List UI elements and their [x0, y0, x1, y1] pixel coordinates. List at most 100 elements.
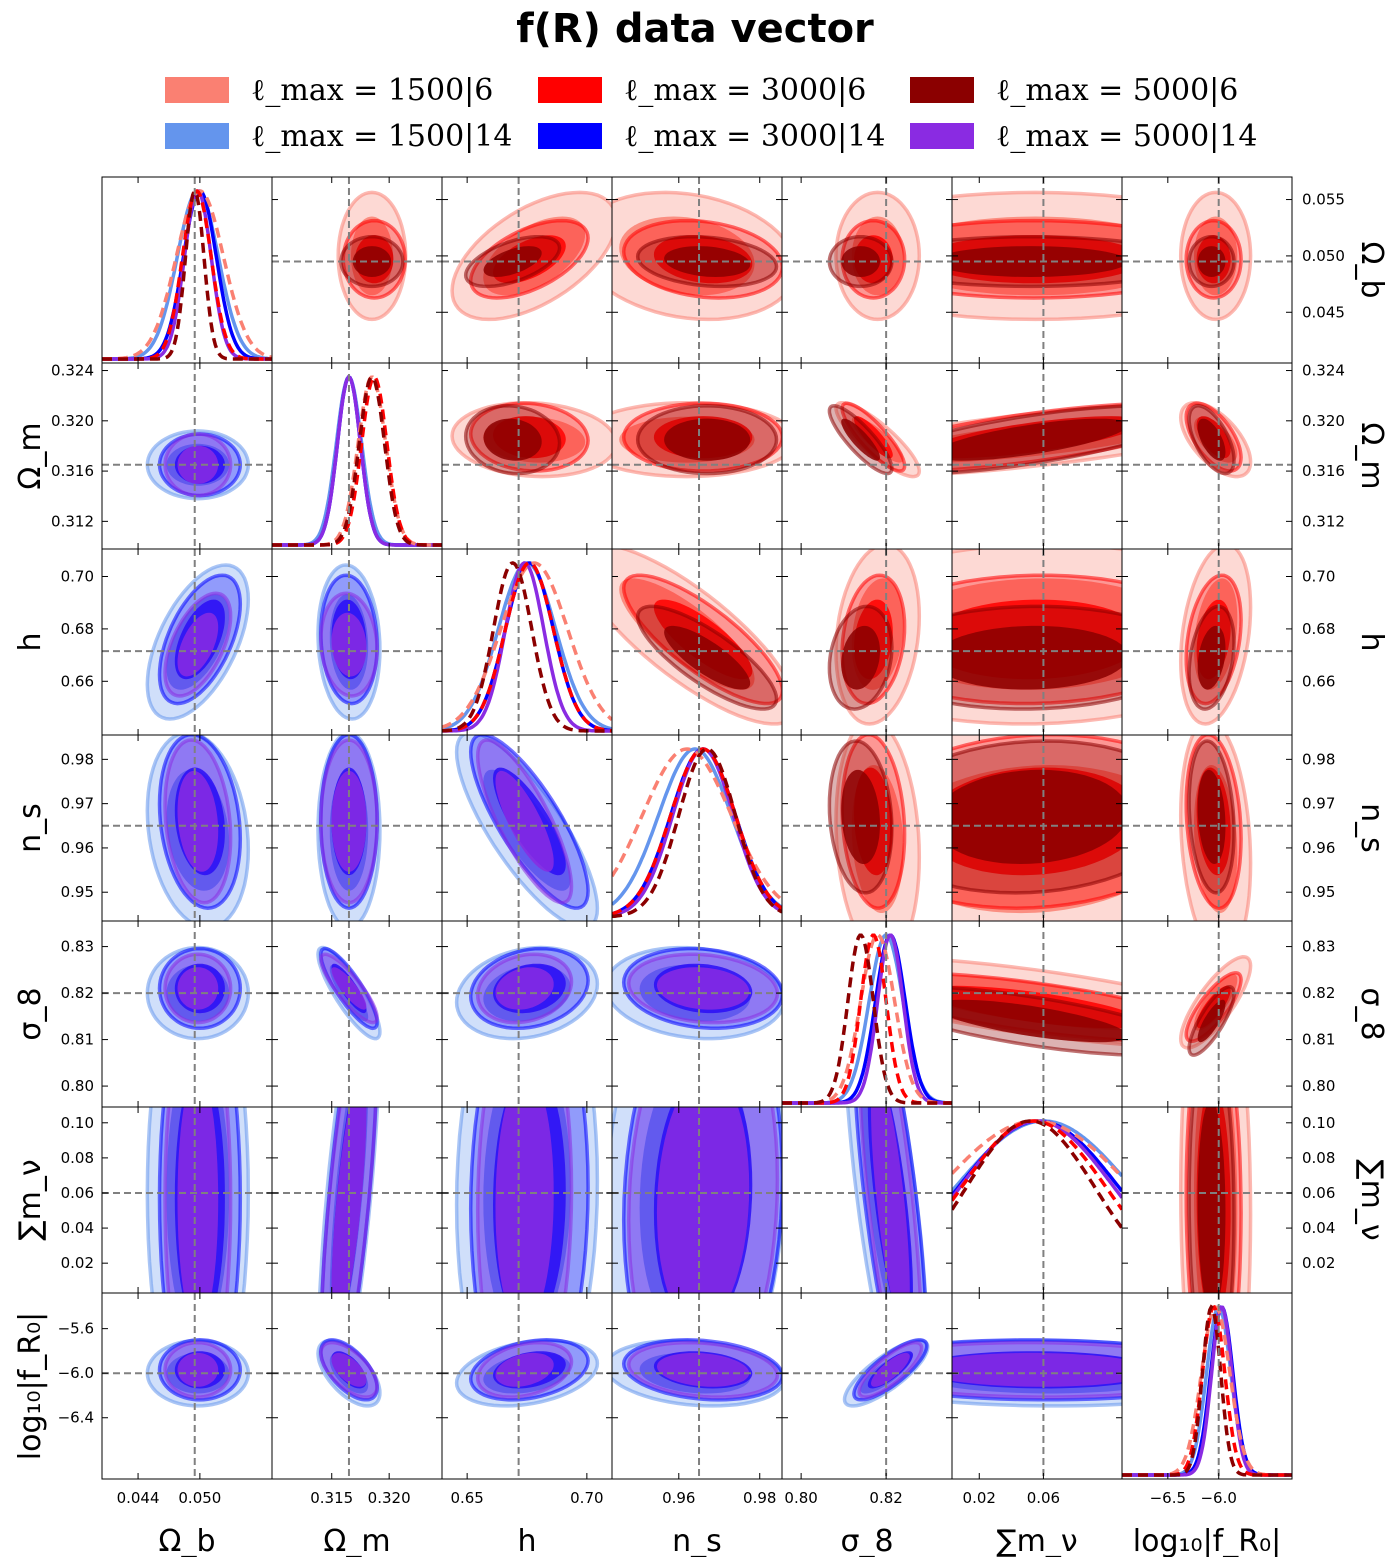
y-tick-label-right: 0.96: [1302, 839, 1335, 857]
contour-68-5000|14: [495, 770, 554, 872]
y-tick-label-right: 0.045: [1302, 303, 1345, 321]
y-tick-label-right: 0.70: [1302, 568, 1335, 586]
contour-68-5000|6: [664, 625, 751, 690]
contour-68-5000|6: [841, 418, 880, 461]
contour-68-5000|14: [495, 1352, 554, 1387]
y-tick-label: 0.83: [61, 938, 94, 956]
y-axis-label-log10_fR0: log₁₀|f_R₀|: [13, 1312, 48, 1460]
panel-h-vs-sum_m_nu: [442, 1107, 612, 1293]
marginal-h: [442, 549, 612, 735]
legend-label: ℓ_max = 1500|14: [251, 118, 513, 154]
contour-68-5000|14: [952, 1352, 1122, 1387]
y-axis-label-right-sum_m_nu: ∑m_ν: [1354, 1159, 1389, 1240]
panel-Omega_b-vs-h: [102, 549, 272, 735]
y-tick-label: 0.316: [51, 462, 94, 480]
contour-68-5000|14: [871, 1352, 910, 1387]
legend-label: ℓ_max = 1500|6: [251, 72, 494, 108]
contour-68-5000|14: [331, 770, 367, 872]
y-tick-label-right: 0.68: [1302, 620, 1335, 638]
contour-68-5000|14: [177, 612, 219, 677]
marginal-curve-3000|6: [272, 374, 442, 547]
y-tick-label: 0.68: [61, 620, 94, 638]
x-axis-label-Omega_m: Ω_m: [323, 1524, 390, 1557]
panel-frame: [1121, 1292, 1293, 1480]
marginal-curve-5000|6: [612, 747, 782, 919]
panel-Omega_m-vs-Omega_b: [272, 177, 442, 363]
legend-label: ℓ_max = 5000|6: [996, 72, 1239, 108]
panel-Omega_b-vs-log10_fR0: [102, 1293, 272, 1479]
marginal-n_s: [612, 735, 782, 921]
contour-68-5000|6: [952, 625, 1122, 690]
legend-label: ℓ_max = 5000|14: [996, 118, 1258, 154]
y-tick-label: 0.312: [51, 512, 94, 530]
contour-68-5000|6: [952, 246, 1122, 277]
y-tick-label: 0.82: [61, 984, 94, 1002]
x-tick-label: 0.65: [450, 1489, 483, 1507]
panel-log10_fR0-vs-Omega_m: [1122, 363, 1292, 549]
marginal-curve-5000|14: [612, 747, 782, 917]
y-tick-label: 0.02: [61, 1254, 94, 1272]
y-tick-label-right: 0.10: [1302, 1114, 1335, 1132]
y-tick-label-right: 0.98: [1302, 750, 1335, 768]
panel-sum_m_nu-vs-h: [952, 549, 1122, 735]
x-tick-label: 0.82: [869, 1489, 902, 1507]
y-tick-label: 0.95: [61, 883, 94, 901]
marginal-curve-1500|6: [272, 375, 442, 547]
y-tick-label-right: 0.97: [1302, 795, 1335, 813]
x-tick-label: 0.02: [963, 1489, 996, 1507]
x-tick-label: 0.98: [743, 1489, 776, 1507]
panel-frame: [101, 176, 273, 364]
x-axis-label-n_s: n_s: [672, 1524, 722, 1557]
panel-log10_fR0-vs-sigma_8: [1122, 921, 1292, 1107]
y-tick-label: 0.80: [61, 1077, 94, 1095]
legend: ℓ_max = 1500|6 ℓ_max = 3000|6 ℓ_max = 50…: [165, 70, 1265, 160]
contour-68-5000|14: [331, 612, 367, 677]
contour-68-5000|6: [483, 418, 542, 461]
panel-h-vs-log10_fR0: [442, 1293, 612, 1479]
contour-68-5000|14: [656, 1107, 750, 1293]
y-axis-label-h: h: [13, 632, 48, 651]
panel-h-vs-n_s: [442, 735, 612, 921]
y-tick-label: 0.96: [61, 839, 94, 857]
legend-entry-5000-6: ℓ_max = 5000|6: [910, 70, 1238, 110]
marginal-curve-5000|14: [782, 933, 952, 1105]
panel-n_s-vs-log10_fR0: [612, 1293, 782, 1479]
panel-h-vs-sigma_8: [442, 921, 612, 1107]
contour-68-5000|14: [331, 1352, 367, 1387]
x-tick-label: −6.5: [1150, 1489, 1186, 1507]
panel-Omega_m-vs-sum_m_nu: [272, 1107, 442, 1293]
marginal-Omega_m: [272, 363, 442, 549]
legend-label: ℓ_max = 3000|14: [624, 118, 886, 154]
y-tick-label: 0.97: [61, 795, 94, 813]
legend-entry-1500-6: ℓ_max = 1500|6: [165, 70, 493, 110]
y-axis-label-sum_m_nu: ∑m_ν: [13, 1159, 48, 1240]
marginal-sigma_8: [782, 921, 952, 1107]
panel-Omega_m-vs-h: [272, 549, 442, 735]
y-tick-label: 0.06: [61, 1184, 94, 1202]
panel-log10_fR0-vs-n_s: [1122, 735, 1292, 921]
x-tick-label: 0.050: [178, 1489, 221, 1507]
panel-n_s-vs-Omega_m: [612, 363, 782, 549]
y-tick-label-right: 0.80: [1302, 1077, 1335, 1095]
y-tick-label-right: 0.08: [1302, 1149, 1335, 1167]
panel-sigma_8-vs-n_s: [782, 735, 952, 921]
y-axis-label-sigma_8: σ_8: [13, 987, 48, 1040]
marginal-curve-3000|6: [612, 747, 782, 916]
panel-log10_fR0-vs-sum_m_nu: [1122, 1107, 1292, 1293]
y-axis-label-Omega_m: Ω_m: [13, 422, 48, 489]
contour-68-5000|14: [177, 1107, 219, 1293]
y-tick-label-right: 0.82: [1302, 984, 1335, 1002]
x-tick-label: 0.320: [368, 1489, 411, 1507]
x-axis-label-h: h: [517, 1524, 536, 1557]
x-axis-label-Omega_b: Ω_b: [159, 1524, 216, 1557]
y-tick-label-right: 0.66: [1302, 672, 1335, 690]
marginal-curve-5000|6: [1122, 1304, 1292, 1477]
x-axis-label-sigma_8: σ_8: [840, 1524, 893, 1557]
marginal-curve-5000|6: [272, 375, 442, 547]
marginal-sum_m_nu: [952, 1107, 1122, 1293]
contour-68-5000|14: [177, 1352, 219, 1387]
marginal-curve-1500|6: [612, 747, 782, 902]
legend-swatch: [910, 77, 974, 103]
legend-entry-3000-6: ℓ_max = 3000|6: [538, 70, 866, 110]
